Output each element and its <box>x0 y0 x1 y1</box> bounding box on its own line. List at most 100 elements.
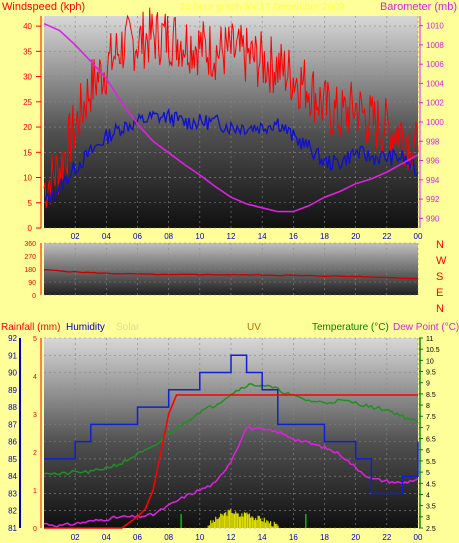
dewpoint-axis-title: Dew Point (°C) <box>393 322 459 333</box>
humidity-tick-label: 86 <box>8 438 17 447</box>
solar-bar <box>222 515 224 528</box>
temperature-tick-label: 4 <box>426 492 430 499</box>
windspeed-tick-label: 0 <box>28 224 33 233</box>
solar-axis-title: Solar <box>116 322 140 333</box>
solar-bar <box>243 512 245 528</box>
solar-bar <box>265 522 267 528</box>
temperature-tick-label: 9 <box>426 381 430 388</box>
temperature-tick-label: 9.5 <box>426 370 436 377</box>
rainfall-tick-label: 2 <box>33 450 37 457</box>
temperature-tick-label: 5.5 <box>426 459 436 466</box>
uv-axis-title: UV <box>247 322 261 333</box>
rain-x-tick-label: 06 <box>133 533 142 542</box>
direction-label-n1: N <box>436 239 444 251</box>
solar-bar <box>226 515 228 528</box>
rain-x-tick-label: 22 <box>382 533 391 542</box>
humidity-tick-label: 84 <box>8 472 17 481</box>
wind-x-tick-label: 00 <box>414 232 423 241</box>
dewpoint-line <box>43 425 419 528</box>
solar-bar <box>211 522 213 528</box>
solar-bar <box>252 517 254 528</box>
temperature-tick-label: 6 <box>426 448 430 455</box>
solar-bar <box>242 516 244 528</box>
solar-bar <box>228 510 230 528</box>
temperature-tick-label: 7 <box>426 425 430 432</box>
direction-tick-label: 90 <box>28 280 36 287</box>
wind-x-tick-label: 16 <box>289 232 298 241</box>
temperature-tick-label: 10 <box>426 358 434 365</box>
solar-bar <box>253 520 255 528</box>
windspeed-tick-label: 15 <box>23 148 32 157</box>
rain-x-tick-label: 20 <box>351 533 360 542</box>
rainfall-axis-title: Rainfall (mm) <box>1 322 60 333</box>
temperature-tick-label: 8 <box>426 403 430 410</box>
windspeed-tick-label: 20 <box>23 123 32 132</box>
humidity-line <box>44 354 419 495</box>
humidity-tick-label: 89 <box>8 386 17 395</box>
temperature-tick-label: 7.5 <box>426 414 436 421</box>
temperature-tick-label: 8.5 <box>426 392 436 399</box>
solar-bar <box>213 521 216 528</box>
rainfall-line <box>44 394 418 529</box>
direction-tick-label: 0 <box>32 293 36 300</box>
solar-bar <box>217 518 219 528</box>
solar-bar <box>251 516 253 528</box>
solar-bar <box>241 513 243 528</box>
rainfall-tick-label: 4 <box>33 374 37 381</box>
solar-bar <box>210 520 212 528</box>
rainfall-tick-label: 5 <box>33 336 37 343</box>
humidity-tick-label: 90 <box>8 369 17 378</box>
temperature-tick-label: 5 <box>426 470 430 477</box>
temperature-tick-label: 2.5 <box>426 526 436 533</box>
windspeed-tick-label: 5 <box>28 199 33 208</box>
solar-bar <box>255 518 257 528</box>
solar-bar <box>257 515 259 528</box>
solar-bar <box>207 525 209 528</box>
temperature-axis-title: Temperature (°C) <box>312 322 389 333</box>
wind-direction-line <box>43 269 419 280</box>
rain-x-tick-label: 00 <box>414 533 423 542</box>
solar-bar <box>232 513 234 528</box>
solar-bar <box>271 526 273 528</box>
solar-bar <box>250 517 252 528</box>
rain-x-tick-label: 02 <box>71 533 80 542</box>
wind-x-tick-label: 02 <box>71 232 80 241</box>
direction-label-e: E <box>436 287 443 299</box>
wind-axes: 02 04 06 08 10 12 14 16 18 20 22 000510152025303540… <box>23 16 444 241</box>
wind-x-tick-label: 20 <box>351 232 360 241</box>
direction-tick-label: 180 <box>24 267 36 274</box>
humidity-tick-label: 92 <box>8 334 17 343</box>
solar-bar <box>258 516 260 528</box>
humidity-tick-label: 83 <box>8 489 17 498</box>
barometer-tick-label: 992 <box>426 195 440 204</box>
solar-bar <box>221 514 223 528</box>
solar-bar <box>248 513 250 528</box>
solar-bar <box>230 508 232 528</box>
solar-bar <box>272 526 274 528</box>
barometer-tick-label: 1008 <box>426 41 444 50</box>
barometer-tick-label: 1004 <box>426 79 444 88</box>
barometer-tick-label: 998 <box>426 137 440 146</box>
temperature-tick-label: 3.5 <box>426 504 436 511</box>
solar-bar <box>231 513 233 528</box>
windspeed-axis-title: Windspeed (kph) <box>2 1 85 13</box>
solar-bar <box>220 513 222 528</box>
solar-bar <box>267 521 269 528</box>
wind-x-tick-label: 22 <box>382 232 391 241</box>
solar-bar <box>238 516 240 528</box>
barometer-tick-label: 1010 <box>426 22 444 31</box>
humidity-axis-title: Humidity <box>66 322 105 333</box>
wind-x-tick-label: 10 <box>195 232 204 241</box>
windspeed-tick-label: 30 <box>23 73 32 82</box>
solar-bar <box>236 513 238 528</box>
solar-bar <box>223 513 225 528</box>
solar-bar <box>263 517 265 528</box>
rain-x-tick-label: 18 <box>320 533 329 542</box>
temperature-tick-label: 6.5 <box>426 437 436 444</box>
barometer-axis-title: Barometer (mb) <box>380 1 457 13</box>
wind-x-tick-label: 06 <box>133 232 142 241</box>
wind-x-tick-label: 04 <box>102 232 111 241</box>
windspeed-tick-label: 10 <box>23 174 32 183</box>
humidity-tick-label: 87 <box>8 420 17 429</box>
